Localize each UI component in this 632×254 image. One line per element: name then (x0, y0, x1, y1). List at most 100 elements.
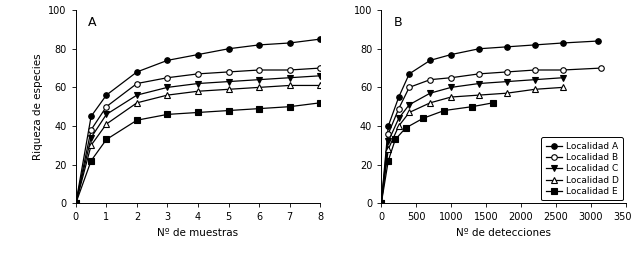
Localidad B (395, 107, 403, 110)
X-axis label: Nº de detecciones: Nº de detecciones (456, 228, 551, 238)
Localidad E (384, 159, 392, 162)
Localidad D (72, 202, 80, 205)
Localidad D (531, 88, 538, 91)
Localidad C (317, 74, 324, 77)
Localidad A (102, 93, 110, 97)
Localidad C (87, 136, 95, 139)
Line: Localidad B: Localidad B (73, 65, 323, 206)
Localidad C (384, 140, 392, 143)
Line: Localidad E: Localidad E (379, 100, 495, 206)
Localidad D (194, 90, 202, 93)
Localidad C (395, 117, 403, 120)
Localidad E (489, 101, 497, 104)
Line: Localidad E: Localidad E (73, 100, 323, 206)
Localidad E (72, 202, 80, 205)
Localidad B (559, 69, 567, 72)
Localidad D (255, 86, 263, 89)
Localidad C (427, 92, 434, 95)
Localidad D (87, 144, 95, 147)
Localidad E (255, 107, 263, 110)
Line: Localidad D: Localidad D (73, 83, 323, 206)
Localidad B (133, 82, 141, 85)
Localidad E (87, 159, 95, 162)
Localidad D (395, 124, 403, 128)
Localidad A (377, 202, 385, 205)
Localidad A (559, 41, 567, 44)
Localidad C (133, 93, 141, 97)
Localidad B (255, 69, 263, 72)
Localidad B (427, 78, 434, 81)
Localidad D (317, 84, 324, 87)
Localidad D (503, 92, 511, 95)
Text: A: A (88, 16, 97, 29)
Localidad D (164, 93, 171, 97)
Localidad B (164, 76, 171, 79)
Localidad B (377, 202, 385, 205)
Localidad D (102, 122, 110, 125)
Line: Localidad C: Localidad C (73, 73, 323, 206)
Localidad A (384, 124, 392, 128)
Localidad B (447, 76, 455, 79)
Y-axis label: Riqueza de especies: Riqueza de especies (33, 53, 43, 160)
Localidad E (133, 119, 141, 122)
Localidad B (597, 67, 605, 70)
Localidad D (559, 86, 567, 89)
Legend: Localidad A, Localidad B, Localidad C, Localidad D, Localidad E: Localidad A, Localidad B, Localidad C, L… (541, 137, 623, 200)
Localidad E (286, 105, 293, 108)
Localidad E (391, 138, 399, 141)
Text: B: B (394, 16, 402, 29)
Localidad B (225, 70, 233, 73)
Localidad A (447, 53, 455, 56)
Localidad C (225, 80, 233, 83)
Localidad C (102, 113, 110, 116)
Localidad D (384, 148, 392, 151)
Localidad A (194, 53, 202, 56)
Localidad E (420, 117, 427, 120)
Localidad A (317, 38, 324, 41)
Localidad D (133, 101, 141, 104)
Localidad A (395, 96, 403, 99)
Localidad C (559, 76, 567, 79)
Line: Localidad C: Localidad C (379, 75, 566, 206)
Localidad A (133, 70, 141, 73)
Localidad C (406, 103, 413, 106)
Localidad E (441, 109, 448, 112)
Localidad C (531, 78, 538, 81)
Localidad C (447, 86, 455, 89)
Localidad E (402, 126, 410, 130)
Localidad B (286, 69, 293, 72)
Localidad E (468, 105, 476, 108)
Localidad C (72, 202, 80, 205)
Localidad A (164, 59, 171, 62)
Localidad A (594, 40, 602, 43)
Localidad A (503, 45, 511, 48)
Localidad A (475, 47, 483, 50)
Localidad B (194, 72, 202, 75)
Localidad E (317, 101, 324, 104)
Localidad A (255, 43, 263, 46)
Localidad A (72, 202, 80, 205)
Localidad B (384, 132, 392, 135)
Line: Localidad D: Localidad D (379, 85, 566, 206)
Localidad D (406, 111, 413, 114)
Localidad A (286, 41, 293, 44)
Localidad A (87, 115, 95, 118)
Localidad D (447, 96, 455, 99)
Line: Localidad A: Localidad A (379, 38, 600, 206)
Localidad C (194, 82, 202, 85)
X-axis label: Nº de muestras: Nº de muestras (157, 228, 239, 238)
Localidad E (225, 109, 233, 112)
Localidad A (225, 47, 233, 50)
Localidad C (164, 86, 171, 89)
Line: Localidad A: Localidad A (73, 36, 323, 206)
Localidad D (225, 88, 233, 91)
Line: Localidad B: Localidad B (379, 65, 604, 206)
Localidad B (475, 72, 483, 75)
Localidad D (286, 84, 293, 87)
Localidad D (427, 101, 434, 104)
Localidad A (531, 43, 538, 46)
Localidad E (194, 111, 202, 114)
Localidad C (475, 82, 483, 85)
Localidad C (255, 78, 263, 81)
Localidad B (72, 202, 80, 205)
